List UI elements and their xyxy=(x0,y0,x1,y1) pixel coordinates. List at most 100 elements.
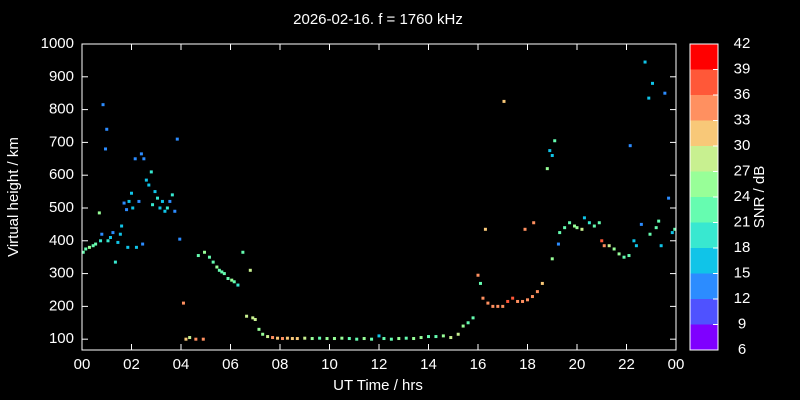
point xyxy=(502,99,506,103)
point xyxy=(84,247,88,251)
point xyxy=(404,336,408,340)
point xyxy=(122,201,126,205)
x-tick-label: 00 xyxy=(668,356,685,373)
point xyxy=(181,301,185,305)
point xyxy=(580,227,584,231)
point xyxy=(648,232,652,236)
colorbar-band xyxy=(690,146,718,172)
point xyxy=(627,254,631,258)
point xyxy=(481,296,485,300)
point xyxy=(496,304,500,308)
point xyxy=(158,206,162,210)
point xyxy=(168,199,172,203)
point xyxy=(217,268,221,272)
colorbar-band xyxy=(690,273,718,299)
x-axis-label: UT Time / hrs xyxy=(333,377,423,394)
point xyxy=(511,296,515,300)
point xyxy=(634,244,638,248)
point xyxy=(325,337,329,341)
y-tick-label: 200 xyxy=(49,297,74,314)
point xyxy=(540,281,544,285)
point xyxy=(271,336,275,340)
point xyxy=(456,332,460,336)
point xyxy=(211,260,215,264)
point xyxy=(558,231,562,235)
point xyxy=(155,196,159,200)
x-tick-label: 00 xyxy=(74,356,91,373)
colorbar-band xyxy=(690,44,718,70)
point xyxy=(276,336,280,340)
point xyxy=(81,250,85,254)
colorbar-tick-label: 27 xyxy=(734,162,751,179)
x-tick-label: 04 xyxy=(173,356,190,373)
colorbar-tick-label: 36 xyxy=(734,86,751,103)
point xyxy=(632,239,636,243)
point xyxy=(87,245,91,249)
point xyxy=(257,327,261,331)
point xyxy=(427,335,430,339)
point xyxy=(545,167,549,171)
point xyxy=(251,316,255,320)
point xyxy=(535,290,539,294)
point xyxy=(377,334,381,338)
point xyxy=(568,221,572,225)
point xyxy=(104,147,108,151)
point xyxy=(670,231,674,235)
point xyxy=(226,277,230,281)
point xyxy=(370,337,374,341)
y-tick-label: 900 xyxy=(49,68,74,85)
colorbar-band xyxy=(690,222,718,248)
point xyxy=(654,226,658,230)
point xyxy=(253,317,257,321)
point xyxy=(657,219,661,223)
y-tick-label: 500 xyxy=(49,199,74,216)
point xyxy=(643,60,647,64)
y-axis-label: Virtual height / km xyxy=(5,137,22,257)
x-tick-label: 20 xyxy=(569,356,586,373)
point xyxy=(91,244,95,248)
point xyxy=(203,250,207,254)
point xyxy=(483,227,487,231)
colorbar-tick-label: 12 xyxy=(734,290,751,307)
point xyxy=(597,221,601,225)
point xyxy=(142,157,146,161)
point xyxy=(673,227,677,231)
point xyxy=(130,191,133,195)
point xyxy=(113,260,117,264)
colorbar-band xyxy=(690,95,718,121)
x-tick-label: 22 xyxy=(618,356,635,373)
point xyxy=(137,199,141,203)
point xyxy=(149,170,153,174)
y-tick-label: 100 xyxy=(49,330,74,347)
point xyxy=(116,240,120,244)
colorbar-tick-label: 42 xyxy=(734,35,751,52)
point xyxy=(220,270,224,274)
point xyxy=(523,227,527,231)
point xyxy=(412,337,416,341)
point xyxy=(332,337,336,341)
point xyxy=(175,137,179,141)
point xyxy=(622,255,626,259)
point xyxy=(659,244,663,248)
point xyxy=(478,281,482,285)
point xyxy=(94,242,98,246)
colorbar-tick-label: 18 xyxy=(734,239,751,256)
point xyxy=(663,91,667,95)
point xyxy=(548,149,552,153)
point xyxy=(196,254,200,258)
y-tick-label: 300 xyxy=(49,265,74,282)
point xyxy=(144,178,148,182)
x-tick-label: 06 xyxy=(222,356,239,373)
point xyxy=(563,226,567,230)
colorbar-band xyxy=(690,120,718,146)
point xyxy=(215,265,219,269)
point xyxy=(285,336,289,340)
x-tick-label: 18 xyxy=(519,356,536,373)
point xyxy=(526,298,529,302)
colorbar-band xyxy=(690,171,718,197)
point xyxy=(99,239,103,243)
point xyxy=(476,273,480,277)
point xyxy=(303,336,307,340)
